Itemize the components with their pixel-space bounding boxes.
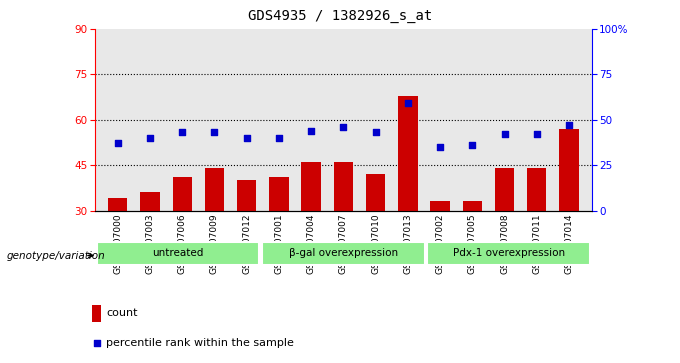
Bar (97, 242, 259, 265)
Point (112, 140, 123, 146)
Bar (334, 162, 353, 301)
Text: Pdx-1 overexpression: Pdx-1 overexpression (453, 248, 565, 258)
Point (370, 130, 381, 135)
Point (209, 130, 220, 135)
Bar (560, 129, 579, 301)
Point (435, 144, 445, 150)
Point (273, 135, 284, 141)
Bar (366, 174, 386, 301)
Point (306, 128, 317, 134)
Bar (92, 305, 101, 322)
Text: GDS4935 / 1382926_s_at: GDS4935 / 1382926_s_at (248, 9, 432, 23)
Bar (301, 162, 321, 301)
Bar (527, 168, 547, 301)
Bar (428, 242, 590, 265)
Point (241, 135, 252, 141)
Bar (237, 180, 256, 301)
Point (91, 340, 102, 346)
Point (403, 101, 413, 106)
Text: genotype/variation: genotype/variation (7, 251, 105, 261)
Bar (140, 192, 160, 301)
Point (145, 135, 156, 141)
Bar (173, 177, 192, 301)
Bar (269, 177, 288, 301)
Text: percentile rank within the sample: percentile rank within the sample (106, 338, 294, 348)
Bar (398, 95, 418, 301)
Bar (462, 201, 482, 301)
Point (499, 131, 510, 137)
Point (338, 124, 349, 130)
Text: β-gal overexpression: β-gal overexpression (289, 248, 398, 258)
Text: count: count (106, 308, 138, 318)
Point (531, 131, 542, 137)
Point (177, 130, 188, 135)
Text: untreated: untreated (152, 248, 203, 258)
Bar (108, 199, 127, 301)
Point (564, 122, 575, 128)
Point (467, 142, 478, 148)
Bar (495, 168, 514, 301)
Bar (430, 201, 449, 301)
Bar (262, 242, 425, 265)
Bar (205, 168, 224, 301)
